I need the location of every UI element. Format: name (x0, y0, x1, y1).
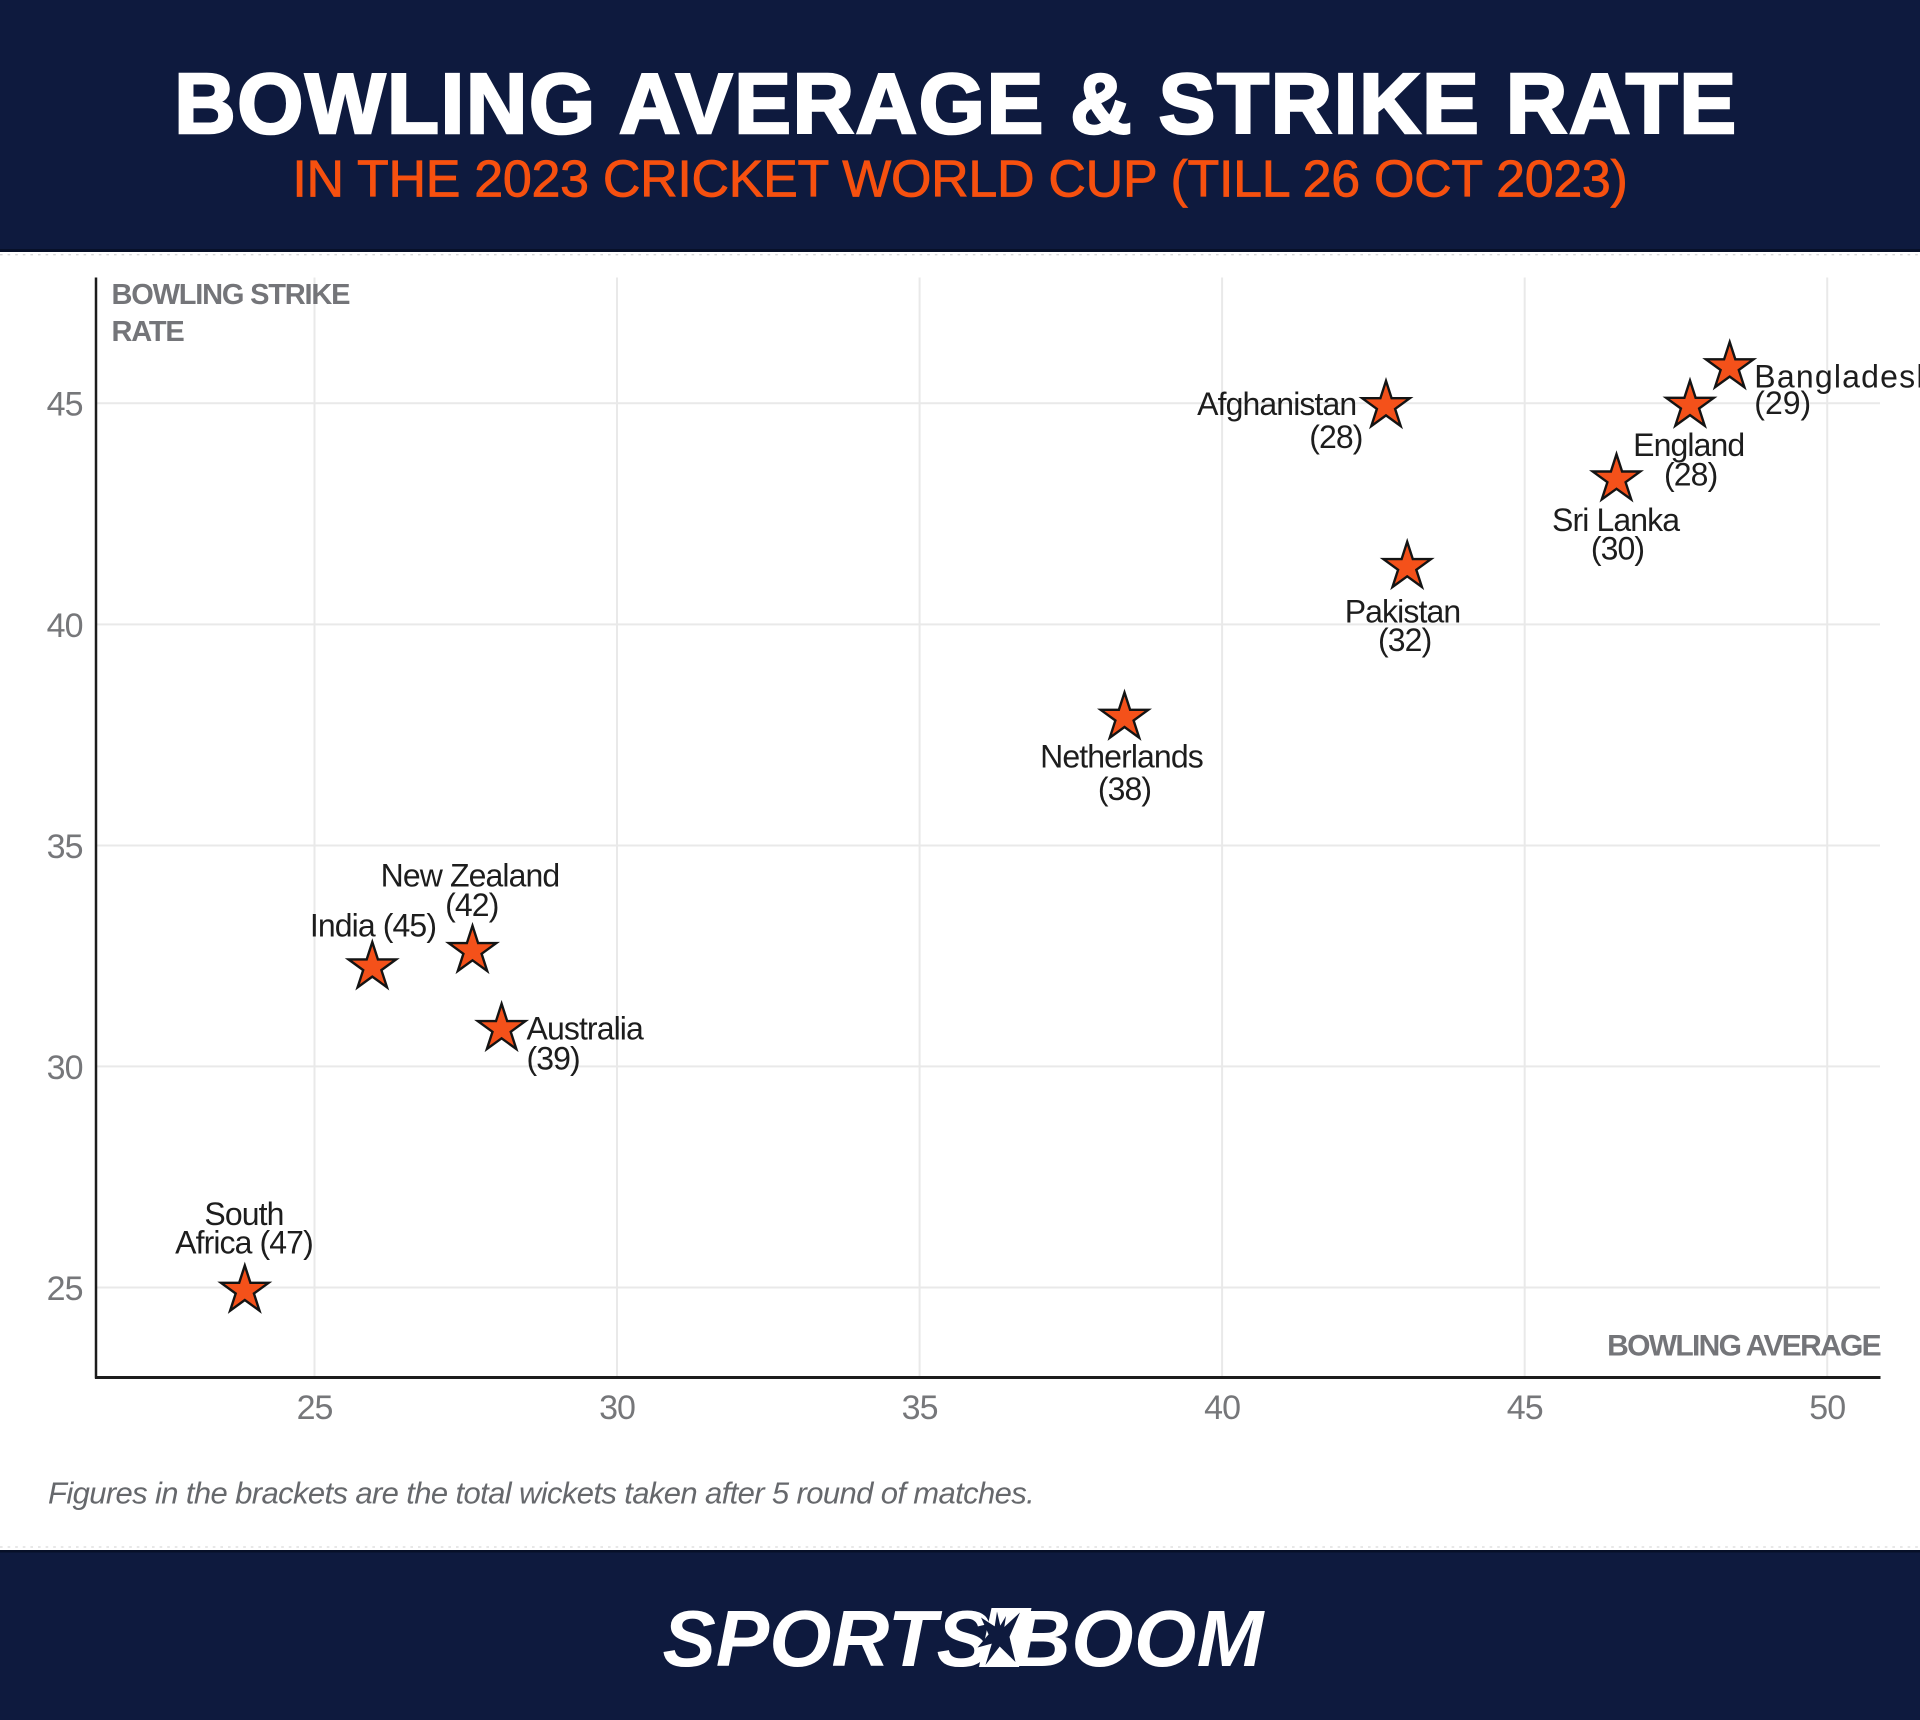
svg-text:(42): (42) (445, 887, 498, 923)
svg-text:Africa (47): Africa (47) (175, 1225, 313, 1261)
svg-text:Figures in the brackets are th: Figures in the brackets are the total wi… (48, 1476, 1034, 1511)
svg-text:30: 30 (47, 1049, 83, 1087)
svg-text:25: 25 (47, 1270, 83, 1308)
svg-text:45: 45 (47, 386, 83, 424)
svg-text:Pakistan: Pakistan (1345, 594, 1461, 630)
svg-text:India (45): India (45) (310, 908, 436, 944)
svg-text:RATE: RATE (112, 316, 185, 348)
svg-text:35: 35 (47, 828, 83, 866)
svg-text:30: 30 (599, 1389, 635, 1427)
svg-text:(30): (30) (1591, 530, 1644, 566)
svg-text:(28): (28) (1309, 419, 1362, 455)
svg-text:50: 50 (1809, 1389, 1845, 1427)
svg-text:35: 35 (902, 1389, 938, 1427)
svg-text:Afghanistan: Afghanistan (1197, 386, 1356, 422)
svg-text:40: 40 (1204, 1389, 1240, 1427)
svg-text:40: 40 (47, 607, 83, 645)
svg-text:(39): (39) (527, 1041, 580, 1077)
svg-text:South: South (204, 1196, 283, 1232)
svg-text:BOOM: BOOM (1013, 1594, 1266, 1683)
svg-text:BOWLING STRIKE: BOWLING STRIKE (112, 279, 351, 311)
svg-text:Sri Lanka: Sri Lanka (1552, 502, 1680, 538)
svg-text:Netherlands: Netherlands (1040, 738, 1203, 774)
svg-text:(38): (38) (1098, 771, 1151, 807)
svg-text:(32): (32) (1378, 622, 1431, 658)
svg-text:(28): (28) (1664, 456, 1717, 492)
svg-text:New Zealand: New Zealand (381, 858, 560, 894)
svg-text:Bangladesh: Bangladesh (1754, 358, 1920, 394)
svg-text:IN THE 2023 CRICKET WORLD CUP: IN THE 2023 CRICKET WORLD CUP (TILL 26 O… (292, 151, 1627, 209)
svg-text:BOWLING AVERAGE: BOWLING AVERAGE (1607, 1330, 1881, 1363)
svg-text:SPORTS: SPORTS (663, 1594, 991, 1683)
svg-text:BOWLING AVERAGE & STRIKE RATE: BOWLING AVERAGE & STRIKE RATE (174, 57, 1738, 152)
svg-text:England: England (1633, 427, 1744, 463)
svg-text:25: 25 (297, 1389, 333, 1427)
svg-text:(29): (29) (1754, 385, 1811, 421)
svg-text:45: 45 (1507, 1389, 1543, 1427)
svg-text:Australia: Australia (527, 1011, 645, 1047)
